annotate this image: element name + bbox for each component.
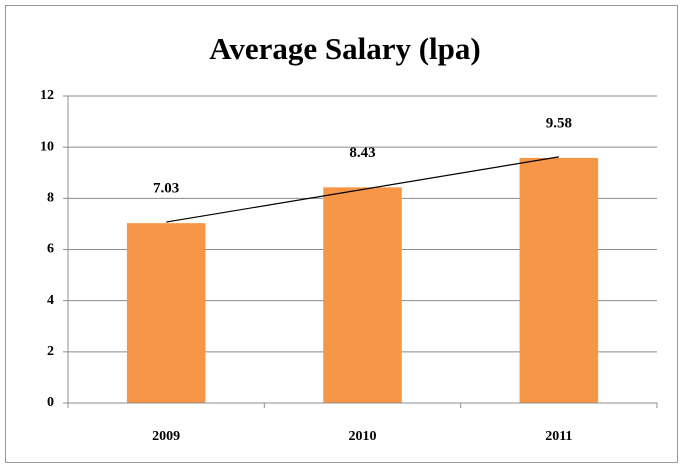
x-tick-label: 2011: [545, 429, 572, 444]
y-tick-label: 8: [47, 191, 54, 206]
trend-line: [166, 156, 559, 223]
y-tick-label: 4: [47, 293, 54, 308]
bar: [519, 157, 599, 403]
data-label: 8.43: [349, 145, 375, 161]
data-label: 7.03: [153, 181, 179, 197]
x-tick-label: 2010: [349, 429, 377, 444]
data-label: 9.58: [546, 115, 572, 131]
y-tick-label: 6: [47, 242, 54, 257]
bar: [126, 223, 206, 403]
chart-title: Average Salary (lpa): [209, 31, 480, 66]
y-tick-label: 2: [47, 344, 54, 359]
x-tick-label: 2009: [152, 429, 180, 444]
y-tick-label: 12: [40, 88, 54, 103]
bar: [323, 187, 402, 403]
y-tick-label: 10: [40, 139, 54, 154]
y-tick-label: 0: [47, 395, 54, 410]
